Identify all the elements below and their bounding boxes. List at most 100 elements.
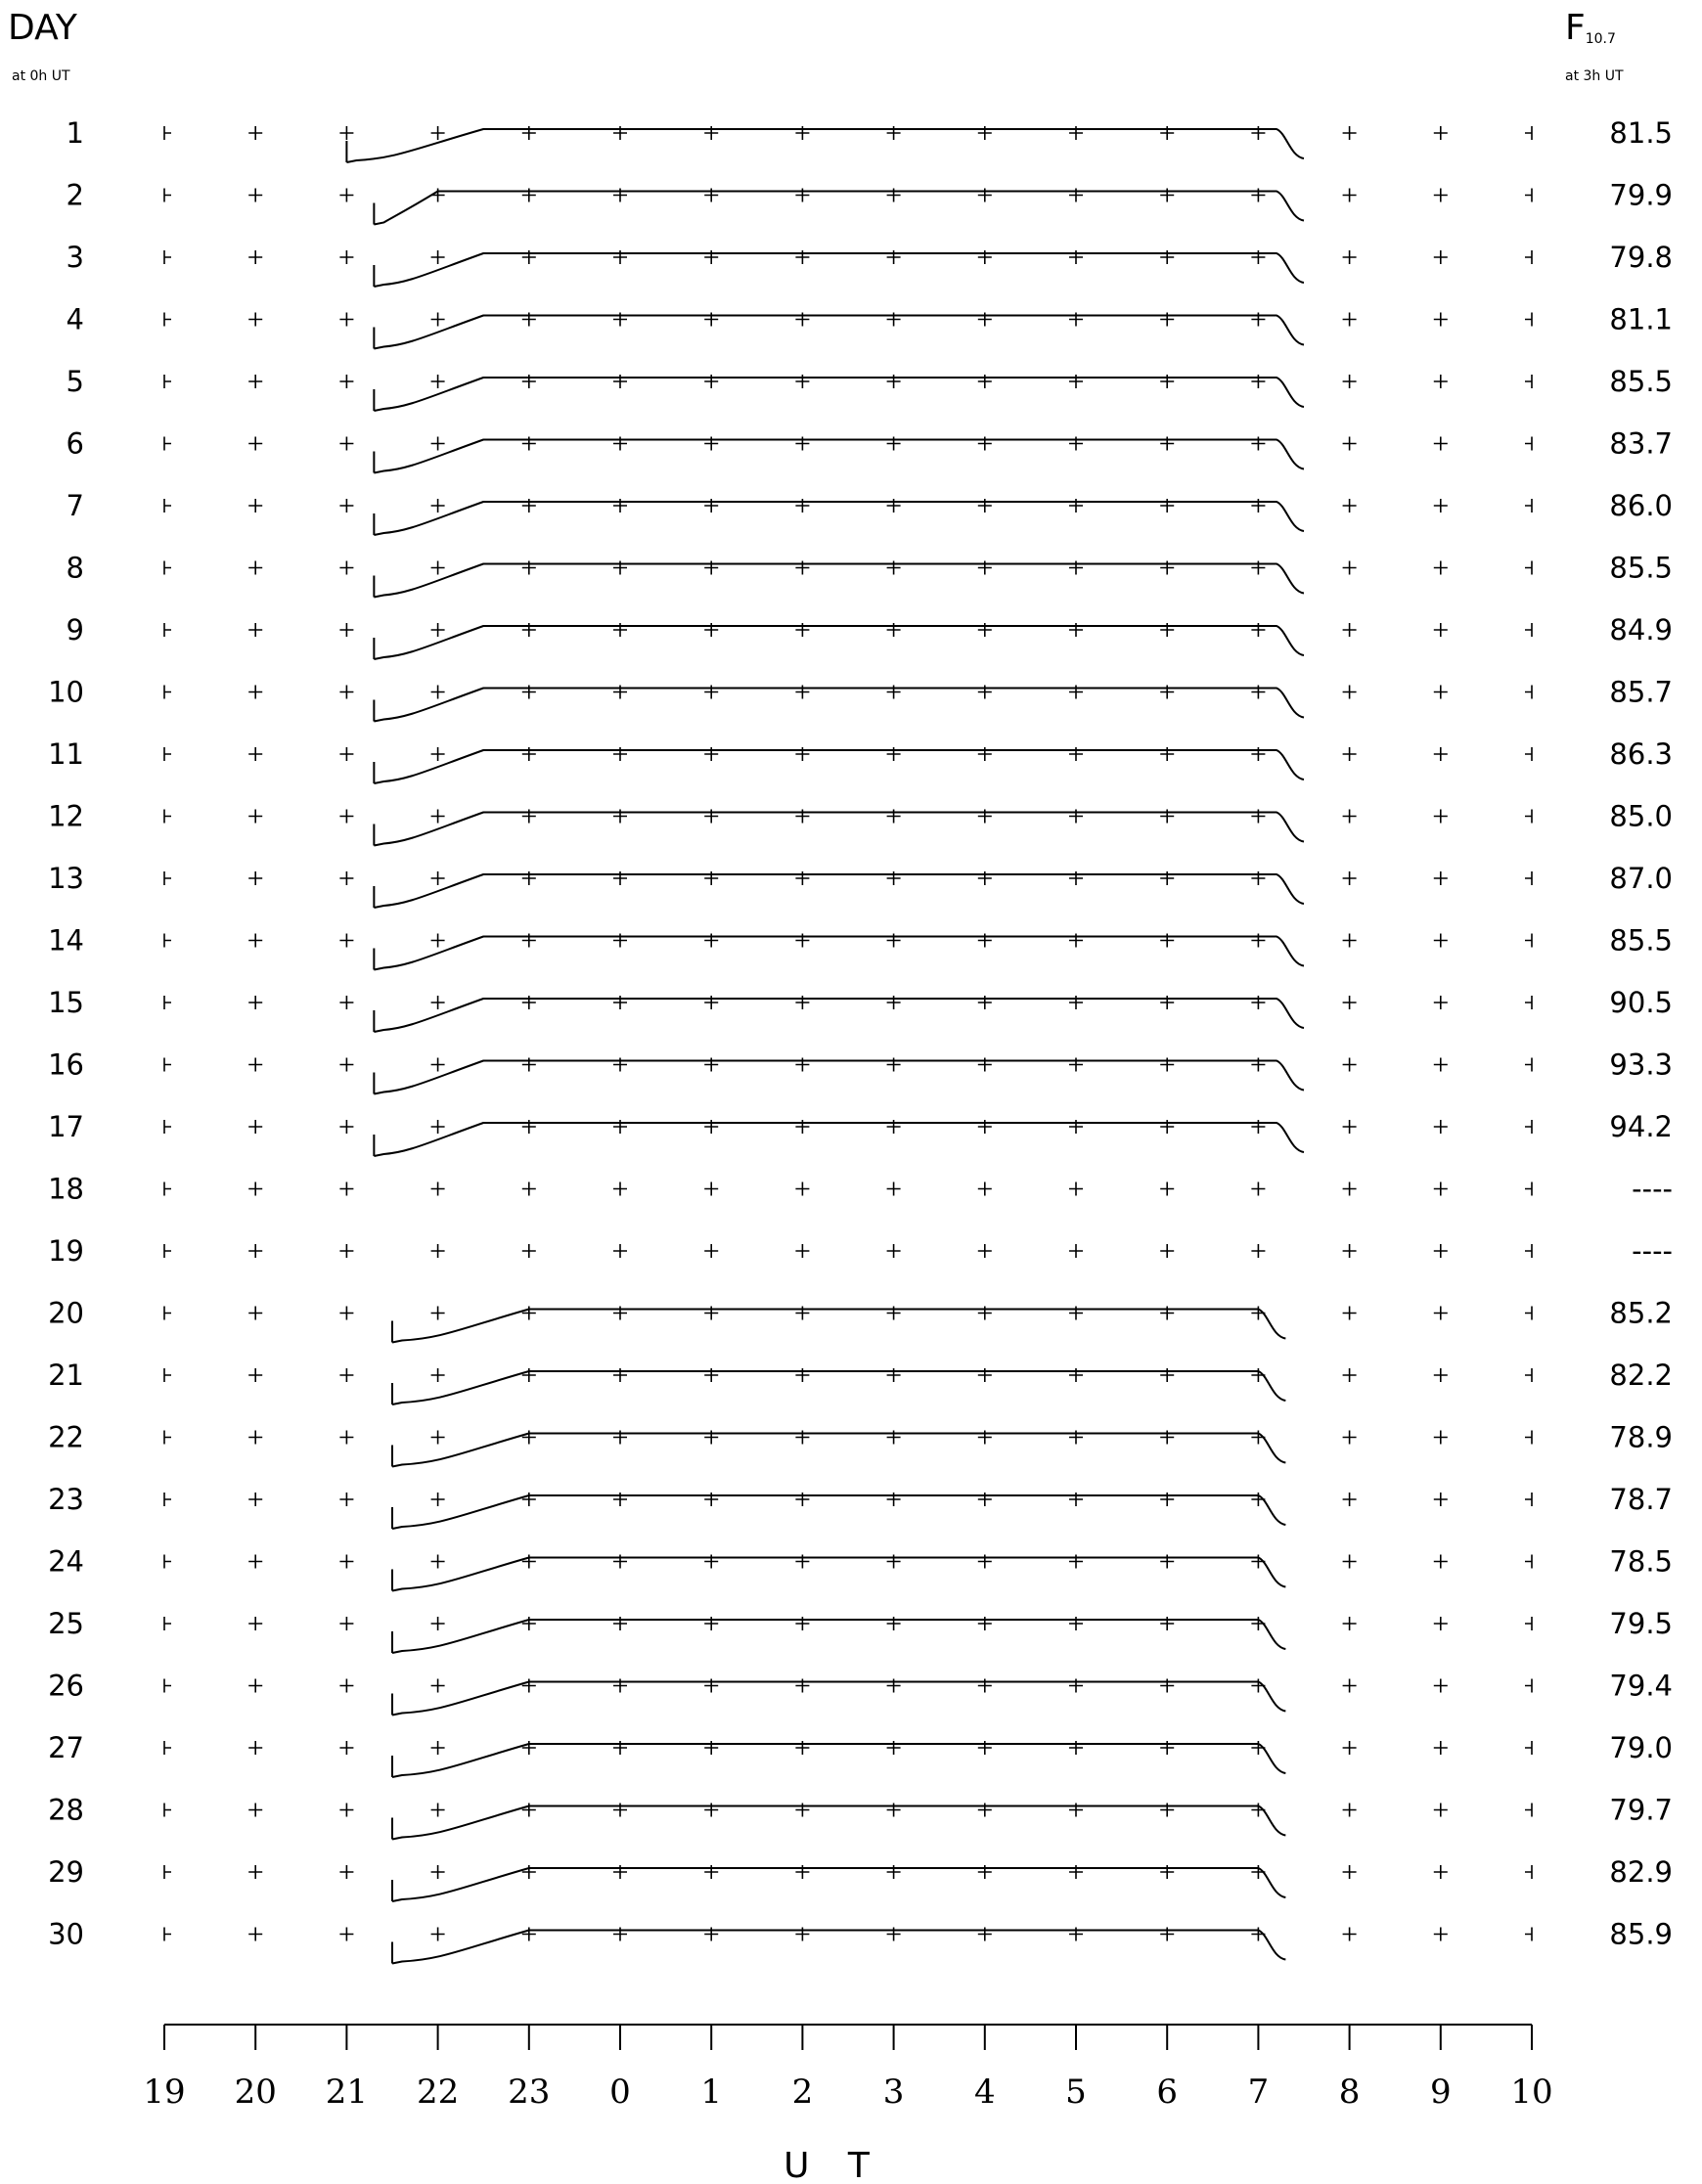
- day-label-14: 14: [48, 924, 84, 958]
- flux-value-day-29: 82.9: [1609, 1855, 1673, 1889]
- grid-plus: [163, 1865, 171, 1879]
- day-column-title: DAY: [8, 8, 78, 48]
- grid-plus: [248, 560, 263, 575]
- grid-plus: [1433, 1306, 1448, 1320]
- trace-day-22: [391, 1432, 1286, 1468]
- grid-plus: [248, 1741, 263, 1755]
- grid-plus: [339, 1120, 354, 1134]
- grid-plus: [1342, 996, 1357, 1009]
- day-label-12: 12: [48, 800, 84, 833]
- day-label-8: 8: [67, 552, 84, 585]
- grid-plus: [430, 1554, 445, 1569]
- grid-plus: [339, 188, 354, 202]
- flux-value-day-13: 87.0: [1609, 862, 1673, 895]
- grid-plus: [1342, 1306, 1357, 1320]
- flux-value-day-12: 85.0: [1609, 800, 1673, 833]
- grid-plus: [1525, 1865, 1533, 1879]
- grid-plus: [1342, 499, 1357, 513]
- x-tick-label-20: 20: [235, 2073, 277, 2112]
- grid-plus: [1525, 1554, 1533, 1569]
- grid-plus: [163, 1181, 171, 1196]
- grid-plus: [1525, 375, 1533, 388]
- grid-plus: [248, 436, 263, 451]
- grid-plus: [339, 1865, 354, 1879]
- trace-day-10: [373, 687, 1305, 723]
- grid-plus: [430, 1678, 445, 1693]
- trace-day-1: [345, 128, 1305, 163]
- grid-plus: [704, 1244, 719, 1258]
- grid-plus: [1433, 1181, 1448, 1196]
- grid-plus: [430, 1493, 445, 1506]
- grid-plus: [339, 1181, 354, 1196]
- grid-plus: [163, 685, 171, 699]
- grid-plus: [430, 1741, 445, 1755]
- grid-plus: [430, 1927, 445, 1941]
- x-axis: 19 20 21 22 23 0 1 2 3 4 5 6 7 8 9 10: [143, 2024, 1553, 2112]
- flux-column-subtitle: at 3h UT: [1565, 68, 1624, 84]
- grid-plus: [1342, 250, 1357, 264]
- grid-plus: [613, 1181, 627, 1196]
- grid-plus: [163, 1927, 171, 1941]
- grid-plus: [339, 1617, 354, 1630]
- grid-plus: [1433, 312, 1448, 327]
- flux-value-day-5: 85.5: [1609, 365, 1673, 398]
- trace-day-23: [391, 1494, 1286, 1530]
- grid-plus: [1342, 188, 1357, 202]
- grid-plus: [1342, 1120, 1357, 1134]
- grid-plus: [795, 1181, 810, 1196]
- day-column-subtitle: at 0h UT: [12, 68, 70, 84]
- grid-plus: [430, 126, 445, 140]
- x-tick-label-19: 19: [143, 2073, 185, 2112]
- flux-value-day-17: 94.2: [1609, 1110, 1673, 1143]
- trace-day-17: [373, 1122, 1305, 1157]
- grid-plus: [1433, 499, 1448, 513]
- grid-plus: [1342, 1244, 1357, 1258]
- grid-plus: [163, 436, 171, 451]
- grid-plus: [430, 1306, 445, 1320]
- grid-plus: [248, 1306, 263, 1320]
- day-labels: 1234567891011121314151617181920212223242…: [48, 116, 84, 1951]
- grid-plus: [1525, 250, 1533, 264]
- grid-plus: [248, 1678, 263, 1693]
- grid-plus: [163, 1554, 171, 1569]
- trace-day-16: [373, 1059, 1305, 1095]
- trace-lines: [345, 128, 1305, 1965]
- flux-values: 81.5 79.9 79.8 81.1 85.5 83.7 86.0 85.5 84.9 85.7…: [1609, 116, 1673, 1951]
- x-tick-label-8: 8: [1339, 2073, 1361, 2112]
- flux-value-day-30: 85.9: [1609, 1918, 1673, 1951]
- grid-plus: [430, 685, 445, 699]
- trace-day-20: [391, 1308, 1286, 1344]
- grid-plus: [1433, 623, 1448, 637]
- grid-plus: [1342, 1865, 1357, 1879]
- x-tick-label-9: 9: [1430, 2073, 1452, 2112]
- grid-plus: [163, 996, 171, 1009]
- grid-plus: [1525, 1057, 1533, 1072]
- grid-plus: [1342, 1678, 1357, 1693]
- grid-plus: [430, 499, 445, 513]
- grid-plus: [1342, 1181, 1357, 1196]
- grid-plus: [886, 1181, 901, 1196]
- grid-plus: [248, 126, 263, 140]
- grid-plus: [521, 1244, 536, 1258]
- grid-plus: [1433, 747, 1448, 761]
- x-tick-label-6: 6: [1156, 2073, 1178, 2112]
- grid-plus: [1433, 1554, 1448, 1569]
- trace-day-30: [391, 1929, 1286, 1965]
- trace-day-8: [373, 562, 1305, 599]
- grid-plus: [339, 1554, 354, 1569]
- grid-plus: [1342, 1803, 1357, 1817]
- grid-plus: [163, 1368, 171, 1382]
- flux-value-day-24: 78.5: [1609, 1545, 1673, 1579]
- day-label-17: 17: [48, 1110, 84, 1143]
- grid-plus: [339, 747, 354, 761]
- flux-value-day-28: 79.7: [1609, 1794, 1673, 1827]
- x-axis-label: U T: [784, 2146, 883, 2179]
- grid-plus: [1433, 250, 1448, 264]
- grid-plus: [1342, 375, 1357, 388]
- grid-plus: [1433, 1493, 1448, 1506]
- grid-plus: [248, 1617, 263, 1630]
- grid-plus: [1433, 1927, 1448, 1941]
- grid-plus: [1433, 871, 1448, 885]
- grid-plus: [163, 1120, 171, 1134]
